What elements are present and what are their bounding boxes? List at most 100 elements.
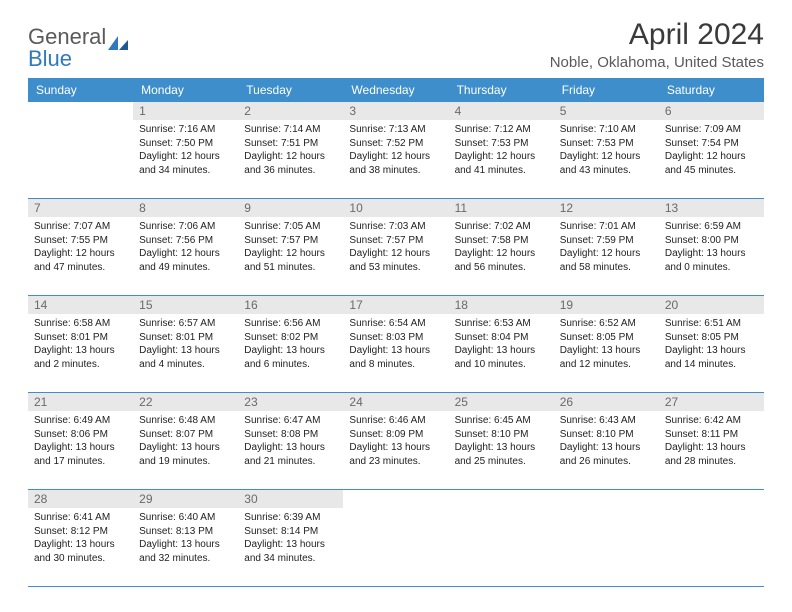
- day-cell: Sunrise: 6:39 AMSunset: 8:14 PMDaylight:…: [238, 508, 343, 586]
- sunrise-text: Sunrise: 7:16 AM: [139, 123, 232, 137]
- sunrise-text: Sunrise: 7:06 AM: [139, 220, 232, 234]
- sunset-text: Sunset: 7:53 PM: [560, 137, 653, 151]
- daylight-text: Daylight: 13 hours and 23 minutes.: [349, 441, 442, 468]
- day-cell: Sunrise: 7:16 AMSunset: 7:50 PMDaylight:…: [133, 120, 238, 198]
- day-cell: Sunrise: 7:09 AMSunset: 7:54 PMDaylight:…: [659, 120, 764, 198]
- daynum: 13: [659, 199, 764, 217]
- daylight-text: Daylight: 13 hours and 10 minutes.: [455, 344, 548, 371]
- sunset-text: Sunset: 7:57 PM: [349, 234, 442, 248]
- daylight-text: Daylight: 13 hours and 25 minutes.: [455, 441, 548, 468]
- day-cell: Sunrise: 6:48 AMSunset: 8:07 PMDaylight:…: [133, 411, 238, 489]
- daynum: 21: [28, 393, 133, 411]
- sunset-text: Sunset: 8:07 PM: [139, 428, 232, 442]
- sunset-text: Sunset: 7:50 PM: [139, 137, 232, 151]
- sunrise-text: Sunrise: 6:41 AM: [34, 511, 127, 525]
- day-cell: Sunrise: 6:59 AMSunset: 8:00 PMDaylight:…: [659, 217, 764, 295]
- daylight-text: Daylight: 13 hours and 2 minutes.: [34, 344, 127, 371]
- sunrise-text: Sunrise: 6:58 AM: [34, 317, 127, 331]
- daylight-text: Daylight: 13 hours and 21 minutes.: [244, 441, 337, 468]
- day-header-saturday: Saturday: [659, 78, 764, 102]
- daynum-row: 78910111213: [28, 199, 764, 217]
- week-row: Sunrise: 7:16 AMSunset: 7:50 PMDaylight:…: [28, 120, 764, 199]
- logo-sail-icon: [108, 32, 130, 50]
- location: Noble, Oklahoma, United States: [550, 54, 764, 71]
- daynum-blank: [28, 102, 133, 120]
- daynum: 3: [343, 102, 448, 120]
- daynum: 1: [133, 102, 238, 120]
- day-header-wednesday: Wednesday: [343, 78, 448, 102]
- day-cell-blank: [28, 120, 133, 198]
- week-row: Sunrise: 6:41 AMSunset: 8:12 PMDaylight:…: [28, 508, 764, 587]
- daylight-text: Daylight: 13 hours and 32 minutes.: [139, 538, 232, 565]
- sunrise-text: Sunrise: 6:49 AM: [34, 414, 127, 428]
- daylight-text: Daylight: 13 hours and 34 minutes.: [244, 538, 337, 565]
- daynum: 30: [238, 490, 343, 508]
- sunrise-text: Sunrise: 7:01 AM: [560, 220, 653, 234]
- sunrise-text: Sunrise: 7:10 AM: [560, 123, 653, 137]
- daylight-text: Daylight: 12 hours and 34 minutes.: [139, 150, 232, 177]
- sunrise-text: Sunrise: 6:51 AM: [665, 317, 758, 331]
- daylight-text: Daylight: 12 hours and 38 minutes.: [349, 150, 442, 177]
- sunrise-text: Sunrise: 6:45 AM: [455, 414, 548, 428]
- sunrise-text: Sunrise: 6:48 AM: [139, 414, 232, 428]
- day-cell: Sunrise: 6:57 AMSunset: 8:01 PMDaylight:…: [133, 314, 238, 392]
- day-cell: Sunrise: 6:40 AMSunset: 8:13 PMDaylight:…: [133, 508, 238, 586]
- daynum: 6: [659, 102, 764, 120]
- daynum: 16: [238, 296, 343, 314]
- daynum: 20: [659, 296, 764, 314]
- daynum-blank: [343, 490, 448, 508]
- sunset-text: Sunset: 7:51 PM: [244, 137, 337, 151]
- daynum: 22: [133, 393, 238, 411]
- sunset-text: Sunset: 8:06 PM: [34, 428, 127, 442]
- week-row: Sunrise: 7:07 AMSunset: 7:55 PMDaylight:…: [28, 217, 764, 296]
- sunrise-text: Sunrise: 7:14 AM: [244, 123, 337, 137]
- sunset-text: Sunset: 8:00 PM: [665, 234, 758, 248]
- sunset-text: Sunset: 8:14 PM: [244, 525, 337, 539]
- daynum: 2: [238, 102, 343, 120]
- day-cell: Sunrise: 6:45 AMSunset: 8:10 PMDaylight:…: [449, 411, 554, 489]
- day-cell: Sunrise: 6:52 AMSunset: 8:05 PMDaylight:…: [554, 314, 659, 392]
- sunrise-text: Sunrise: 6:43 AM: [560, 414, 653, 428]
- sunrise-text: Sunrise: 6:42 AM: [665, 414, 758, 428]
- daynum: 14: [28, 296, 133, 314]
- daylight-text: Daylight: 13 hours and 28 minutes.: [665, 441, 758, 468]
- daylight-text: Daylight: 13 hours and 14 minutes.: [665, 344, 758, 371]
- daylight-text: Daylight: 13 hours and 12 minutes.: [560, 344, 653, 371]
- daynum-blank: [449, 490, 554, 508]
- day-header-tuesday: Tuesday: [238, 78, 343, 102]
- daynum: 23: [238, 393, 343, 411]
- sunset-text: Sunset: 7:52 PM: [349, 137, 442, 151]
- sunset-text: Sunset: 8:08 PM: [244, 428, 337, 442]
- daynum: 4: [449, 102, 554, 120]
- day-cell: Sunrise: 7:05 AMSunset: 7:57 PMDaylight:…: [238, 217, 343, 295]
- sunset-text: Sunset: 8:04 PM: [455, 331, 548, 345]
- day-header-row: SundayMondayTuesdayWednesdayThursdayFrid…: [28, 78, 764, 102]
- daylight-text: Daylight: 13 hours and 26 minutes.: [560, 441, 653, 468]
- week-row: Sunrise: 6:49 AMSunset: 8:06 PMDaylight:…: [28, 411, 764, 490]
- day-cell: Sunrise: 6:58 AMSunset: 8:01 PMDaylight:…: [28, 314, 133, 392]
- day-cell: Sunrise: 6:47 AMSunset: 8:08 PMDaylight:…: [238, 411, 343, 489]
- day-cell: Sunrise: 6:49 AMSunset: 8:06 PMDaylight:…: [28, 411, 133, 489]
- sunrise-text: Sunrise: 6:40 AM: [139, 511, 232, 525]
- sunset-text: Sunset: 8:10 PM: [560, 428, 653, 442]
- daynum: 28: [28, 490, 133, 508]
- daynum: 17: [343, 296, 448, 314]
- sunset-text: Sunset: 7:59 PM: [560, 234, 653, 248]
- daylight-text: Daylight: 12 hours and 58 minutes.: [560, 247, 653, 274]
- daynum: 26: [554, 393, 659, 411]
- day-cell-blank: [554, 508, 659, 586]
- daylight-text: Daylight: 12 hours and 51 minutes.: [244, 247, 337, 274]
- daylight-text: Daylight: 12 hours and 43 minutes.: [560, 150, 653, 177]
- day-cell: Sunrise: 6:56 AMSunset: 8:02 PMDaylight:…: [238, 314, 343, 392]
- daynum-row: 14151617181920: [28, 296, 764, 314]
- sunset-text: Sunset: 8:03 PM: [349, 331, 442, 345]
- daylight-text: Daylight: 13 hours and 17 minutes.: [34, 441, 127, 468]
- sunset-text: Sunset: 7:54 PM: [665, 137, 758, 151]
- day-cell: Sunrise: 7:01 AMSunset: 7:59 PMDaylight:…: [554, 217, 659, 295]
- day-cell: Sunrise: 7:02 AMSunset: 7:58 PMDaylight:…: [449, 217, 554, 295]
- day-cell: Sunrise: 7:13 AMSunset: 7:52 PMDaylight:…: [343, 120, 448, 198]
- daynum: 29: [133, 490, 238, 508]
- sunrise-text: Sunrise: 6:59 AM: [665, 220, 758, 234]
- day-cell: Sunrise: 7:06 AMSunset: 7:56 PMDaylight:…: [133, 217, 238, 295]
- week-row: Sunrise: 6:58 AMSunset: 8:01 PMDaylight:…: [28, 314, 764, 393]
